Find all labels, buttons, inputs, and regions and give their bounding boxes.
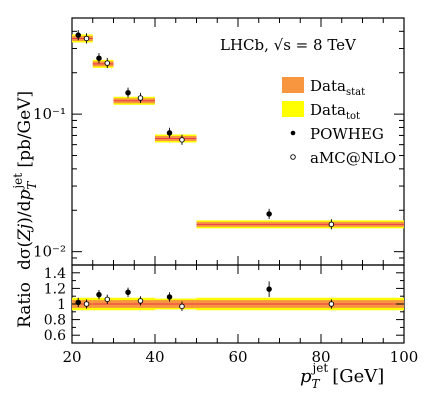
main-data-bands (72, 34, 404, 229)
ratio-point-amcnlo-3 (179, 303, 185, 310)
ratio-point-amcnlo-2 (137, 298, 144, 304)
main-y-tick-label-0: 10⁻² (33, 243, 66, 261)
main-point-powheg-2 (125, 90, 131, 96)
main-point-amcnlo-3 (179, 137, 185, 143)
ratio-y-tick-label-2: 1 (57, 297, 66, 313)
x-tick-label-100: 100 (390, 348, 419, 366)
ratio-y-tick-label-3: 1.2 (44, 281, 66, 297)
ratio-data-bands (72, 297, 404, 311)
main-point-amcnlo-4 (328, 221, 335, 228)
ratio-markers (75, 281, 335, 312)
main-point-powheg-3 (166, 130, 173, 136)
main-point-powheg-1 (96, 55, 102, 61)
x-tick-label-40: 40 (145, 348, 164, 366)
legend-label-tot: Datatot (310, 101, 360, 122)
main-markers (75, 30, 335, 230)
ratio-point-amcnlo-0 (83, 301, 90, 307)
main-point-amcnlo-2 (137, 95, 144, 101)
x-axis-label: pTjet [GeV] (300, 361, 384, 391)
ratio-point-amcnlo-1 (104, 296, 111, 303)
axis-ticks: 20 40 60 80 100 10⁻² 10⁻¹ 0.60.811.21.4 (33, 17, 419, 366)
main-y-tick-label-1: 10⁻¹ (33, 105, 66, 123)
legend-label-stat: Datastat (310, 77, 365, 98)
ratio-point-powheg-3 (166, 294, 173, 300)
legend: Datastat Datatot POWHEG aMC@NLO (282, 77, 396, 167)
legend-label-powheg: POWHEG (310, 125, 384, 143)
ratio-point-amcnlo-4 (328, 301, 335, 307)
legend-amcnlo-marker (290, 154, 296, 160)
legend-tot-swatch (282, 101, 304, 117)
ratio-y-tick-label-0: 0.6 (44, 328, 66, 344)
main-point-amcnlo-1 (104, 60, 111, 66)
ratio-y-axis-label: Ratio (15, 282, 35, 328)
legend-powheg-marker (290, 130, 296, 136)
ratio-y-tick-label-4: 1.4 (44, 266, 66, 282)
ratio-point-powheg-4 (266, 286, 272, 292)
main-y-axis-label: dσ(Zj)/dpTjet [pb/GeV] (11, 91, 39, 270)
x-tick-label-60: 60 (228, 348, 247, 366)
x-tick-label-80: 80 (311, 348, 330, 366)
x-tick-label-20: 20 (62, 348, 81, 366)
experiment-label: LHCb, √s = 8 TeV (220, 36, 357, 54)
main-point-powheg-4 (266, 211, 272, 217)
legend-label-amcnlo: aMC@NLO (310, 149, 396, 167)
legend-stat-swatch (282, 77, 304, 93)
ratio-point-powheg-2 (125, 289, 131, 296)
main-point-powheg-0 (75, 32, 81, 38)
main-point-amcnlo-0 (83, 35, 90, 42)
ratio-y-tick-label-1: 0.8 (44, 313, 66, 329)
ratio-point-powheg-1 (96, 291, 102, 298)
